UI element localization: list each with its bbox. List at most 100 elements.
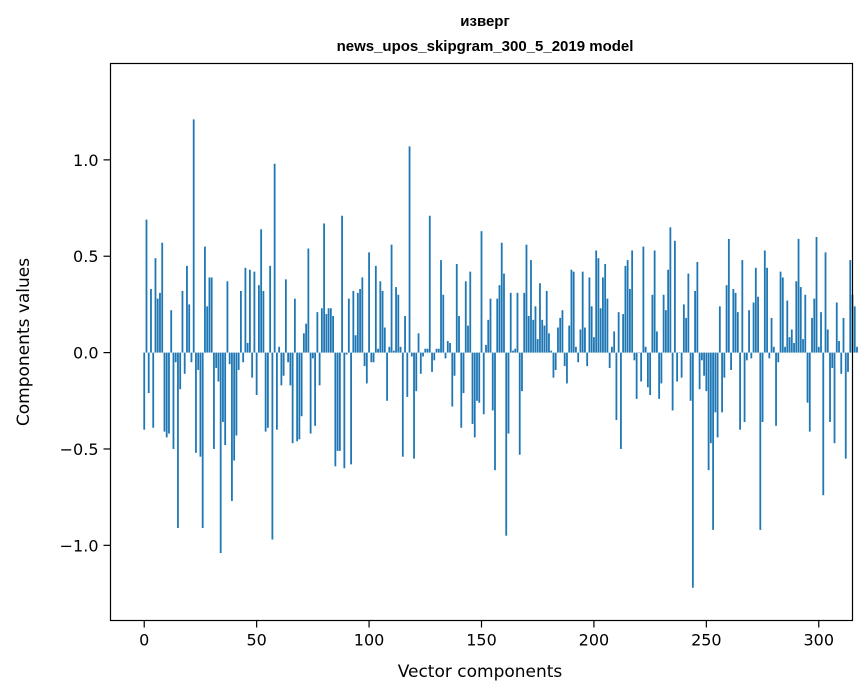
bar-124	[422, 352, 424, 357]
bar-206	[606, 298, 609, 353]
y-tick-label: 0.0	[73, 344, 98, 363]
bar-45	[244, 267, 247, 353]
bar-56	[269, 265, 272, 353]
bar-121	[415, 352, 418, 392]
bar-152	[485, 344, 487, 353]
bar-209	[613, 331, 616, 353]
bar-232	[664, 310, 667, 353]
bar-59	[275, 352, 278, 430]
bar-48	[251, 352, 254, 378]
bar-140	[458, 315, 460, 353]
bar-176	[539, 283, 541, 353]
bar-197	[586, 352, 589, 367]
bar-81	[325, 314, 328, 353]
bar-145	[469, 271, 472, 353]
bar-281	[775, 352, 777, 426]
bar-249	[703, 352, 705, 376]
bar-235	[671, 352, 674, 411]
bar-92	[350, 352, 352, 465]
bar-151	[482, 352, 485, 415]
bar-131	[437, 348, 440, 353]
bar-171	[527, 315, 530, 353]
bar-1	[145, 219, 148, 353]
bar-9	[163, 352, 166, 432]
bar-275	[761, 352, 764, 422]
bar-98	[363, 352, 366, 367]
bar-69	[298, 352, 301, 440]
bar-57	[271, 352, 274, 540]
bar-128	[431, 352, 433, 372]
bar-120	[413, 352, 415, 459]
bar-193	[577, 352, 580, 363]
bar-158	[498, 285, 501, 353]
bar-76	[314, 352, 317, 426]
bar-274	[759, 352, 762, 530]
bar-204	[602, 277, 604, 353]
bar-296	[808, 352, 811, 432]
x-tick-label: 300	[803, 631, 834, 650]
bar-162	[507, 352, 510, 434]
bar-185	[559, 317, 562, 353]
bar-279	[770, 317, 773, 353]
bar-243	[689, 352, 692, 401]
bar-8	[161, 242, 164, 353]
bar-96	[359, 288, 361, 353]
bar-105	[379, 281, 382, 353]
bar-226	[651, 294, 654, 353]
y-tick-label: 1.0	[73, 151, 98, 170]
bar-227	[653, 250, 656, 353]
bar-254	[714, 352, 717, 413]
bar-304	[826, 329, 829, 353]
bar-66	[291, 352, 294, 444]
bar-182	[552, 352, 555, 378]
bar-272	[754, 267, 757, 353]
bar-143	[464, 281, 467, 353]
bar-263	[734, 292, 737, 353]
bar-110	[390, 244, 393, 353]
bar-255	[716, 352, 719, 438]
bar-122	[417, 333, 420, 353]
bar-196	[584, 327, 586, 353]
bar-61	[280, 352, 283, 386]
bar-136	[449, 342, 451, 353]
bar-257	[721, 352, 723, 413]
bar-180	[548, 333, 550, 353]
bar-75	[311, 352, 314, 359]
bar-41	[235, 352, 238, 436]
bar-144	[467, 325, 469, 353]
bar-50	[255, 352, 258, 396]
bar-134	[444, 352, 447, 359]
bar-90	[345, 352, 348, 355]
bar-161	[505, 352, 508, 536]
bar-132	[440, 260, 442, 353]
bar-212	[620, 352, 622, 449]
bar-26	[201, 352, 204, 528]
bar-291	[797, 238, 800, 353]
bar-68	[296, 352, 299, 442]
bar-282	[777, 352, 780, 363]
bar-86	[336, 352, 339, 451]
bar-287	[788, 337, 791, 353]
bar-0	[143, 352, 146, 430]
bar-127	[428, 215, 431, 353]
bar-288	[790, 329, 793, 353]
bar-100	[368, 252, 370, 353]
bar-164	[512, 350, 514, 353]
bar-118	[408, 146, 411, 353]
y-tick-label: −1.0	[60, 536, 99, 555]
bar-238	[678, 352, 681, 354]
bar-236	[673, 240, 676, 353]
bar-157	[496, 298, 499, 353]
bar-214	[624, 265, 627, 353]
bar-166	[516, 292, 519, 353]
y-tick-label: 0.5	[73, 247, 98, 266]
bar-102	[372, 352, 375, 363]
bar-27	[204, 246, 206, 353]
bar-5	[154, 258, 157, 353]
bar-210	[615, 352, 618, 421]
bar-113	[397, 294, 400, 353]
bar-80	[323, 223, 326, 353]
bar-39	[231, 352, 233, 502]
bar-200	[593, 337, 595, 353]
